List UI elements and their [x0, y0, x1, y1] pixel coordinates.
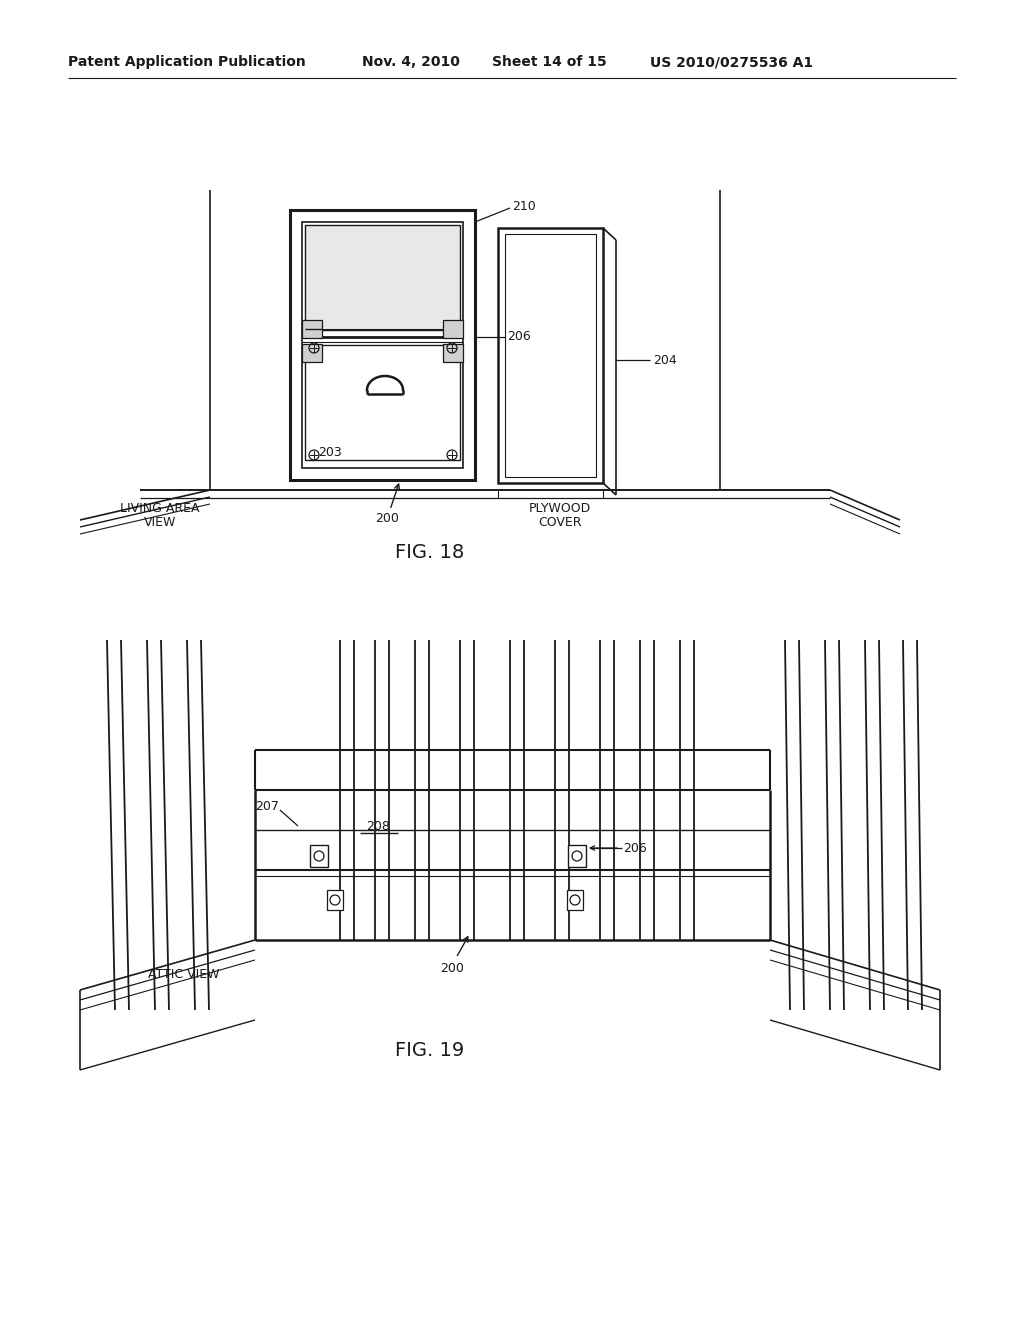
Bar [568, 845, 586, 867]
Text: FIG. 18: FIG. 18 [395, 543, 465, 561]
Bar [505, 234, 596, 477]
Text: US 2010/0275536 A1: US 2010/0275536 A1 [650, 55, 813, 69]
Bar [327, 890, 343, 909]
Bar [305, 224, 460, 330]
Text: PLYWOOD: PLYWOOD [528, 502, 591, 515]
Text: VIEW: VIEW [143, 516, 176, 528]
Bar [498, 228, 603, 483]
Bar [305, 345, 460, 459]
Text: 207: 207 [255, 800, 279, 813]
Bar [443, 319, 463, 338]
Bar [290, 210, 475, 480]
Bar [302, 222, 463, 469]
Text: LIVING AREA: LIVING AREA [120, 502, 200, 515]
Text: Nov. 4, 2010: Nov. 4, 2010 [362, 55, 460, 69]
Text: 208: 208 [366, 820, 390, 833]
Text: 210: 210 [512, 201, 536, 214]
Text: 206: 206 [623, 842, 647, 854]
Text: Patent Application Publication: Patent Application Publication [68, 55, 306, 69]
Bar [567, 890, 583, 909]
Text: 203: 203 [318, 446, 342, 458]
Bar [302, 319, 322, 338]
Text: 204: 204 [653, 354, 677, 367]
Text: COVER: COVER [539, 516, 582, 528]
Text: ATTIC VIEW: ATTIC VIEW [148, 969, 219, 982]
Text: 200: 200 [440, 961, 464, 974]
Bar [302, 345, 322, 362]
Text: 200: 200 [375, 511, 399, 524]
Text: Sheet 14 of 15: Sheet 14 of 15 [492, 55, 607, 69]
Text: FIG. 19: FIG. 19 [395, 1040, 465, 1060]
Text: 206: 206 [507, 330, 530, 343]
Bar [310, 845, 328, 867]
Bar [443, 345, 463, 362]
